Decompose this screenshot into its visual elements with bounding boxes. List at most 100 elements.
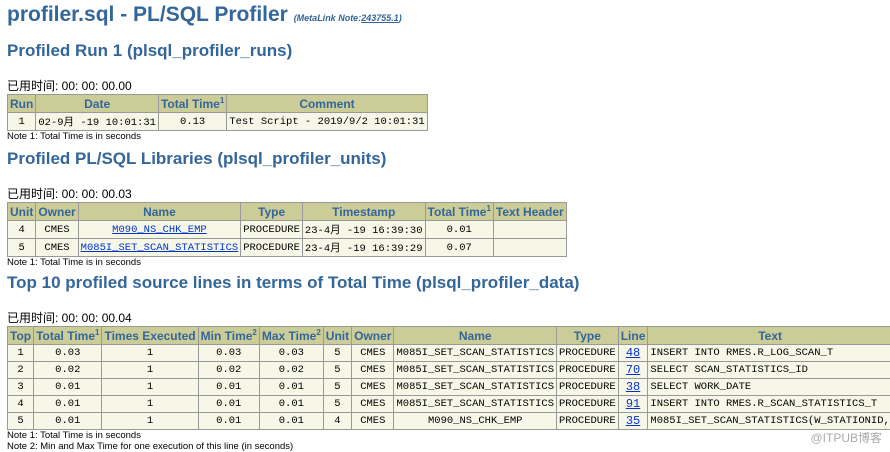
column-label: Max Time <box>261 329 317 343</box>
data-row: 1 02-9月 -19 10:01:31 0.13 Test Script - 201… <box>6 112 428 131</box>
cell: CMES <box>35 238 79 257</box>
cell-text: 1 <box>146 415 154 427</box>
footnote-ref: 2 <box>316 328 321 337</box>
cell: M085I_SET_SCAN_STATISTICS <box>393 361 557 379</box>
cell: CMES <box>351 378 395 396</box>
cell: 1 <box>101 378 199 396</box>
cell: 5 <box>6 238 37 257</box>
cell-link[interactable]: 38 <box>625 380 641 394</box>
data-row: 1 0.03 1 0.03 0.03 5 CMES M085I_SET_SCAN_STATIS… <box>6 344 890 362</box>
cell-text: 4 <box>18 223 25 236</box>
section: Profiled Run 1 (plsql_profiler_runs) 已用时间… <box>6 40 428 142</box>
cell: M085I_SET_SCAN_STATISTICS <box>393 344 557 362</box>
watermark: @ITPUB博客 <box>810 431 882 445</box>
data-row: 3 0.01 1 0.01 0.01 5 CMES M085I_SET_SCAN_STATIS… <box>6 378 890 396</box>
cell-link[interactable]: M090_NS_CHK_EMP <box>112 223 207 236</box>
cell: 0.01 <box>33 412 103 430</box>
cell-link[interactable]: M085I_SET_SCAN_STATISTICS <box>80 241 239 254</box>
cell: SELECT WORK_DATE <box>647 378 890 396</box>
cell-text: CMES <box>44 223 70 236</box>
cell-text: 0.07 <box>446 241 472 254</box>
cell: SELECT SCAN_STATISTICS_ID <box>647 361 890 379</box>
column-header: Times Executed <box>101 326 199 345</box>
cell-text: CMES <box>44 241 70 254</box>
cell-text: 0.01 <box>216 398 242 410</box>
data-table: Top Total Time 1 Times Executed Min Time 2 Max… <box>6 326 890 430</box>
cell-text: 1 <box>146 347 154 359</box>
cell-text: 1 <box>146 381 154 393</box>
cell: 38 <box>617 378 649 396</box>
cell: 0.01 <box>33 378 103 396</box>
cell: 5 <box>322 361 353 379</box>
data-row: 5 0.01 1 0.01 0.01 4 CMES M090_NS_CHK_EMP PROCED… <box>6 412 890 430</box>
cell-text: M085I_SET_SCAN_STATISTICS <box>396 381 554 393</box>
cell-link[interactable]: 48 <box>625 346 641 360</box>
cell-text: 0.01 <box>216 381 242 393</box>
cell-text: 5 <box>18 241 25 254</box>
cell-link[interactable]: 91 <box>625 397 641 411</box>
cell: PROCEDURE <box>556 412 619 430</box>
cell: 0.01 <box>258 395 324 413</box>
cell-text: CMES <box>360 398 386 410</box>
note-link[interactable]: 243755.1 <box>361 13 399 23</box>
cell: 1 <box>101 412 199 430</box>
cell: 1 <box>6 112 37 131</box>
cell-text: SELECT WORK_DATE <box>650 381 752 393</box>
cell: PROCEDURE <box>556 344 619 362</box>
cell-text: 5 <box>334 398 341 410</box>
cell-text: Test Script - 2019/9/2 10:01:31 <box>229 115 425 128</box>
cell: M085I_SET_SCAN_STATISTICS(W_STATIONID, <box>647 412 890 430</box>
cell: 0.03 <box>33 344 103 362</box>
cell: CMES <box>351 344 395 362</box>
column-header: Timestamp <box>301 202 426 221</box>
note-suffix: ) <box>398 13 402 23</box>
cell-text: 0.02 <box>216 364 242 376</box>
column-header: Top <box>6 326 35 345</box>
cell-text: 5 <box>17 415 24 427</box>
header-row: Top Total Time1 Times Executed Min Time2 Max… <box>6 326 890 345</box>
cell: 0.02 <box>258 361 324 379</box>
cell-text: 0.01 <box>55 398 81 410</box>
cell: 23-4月 -19 16:39:30 <box>301 220 426 239</box>
section: Top 10 profiled source lines in terms of… <box>6 272 890 452</box>
cell-text: 1 <box>17 347 24 359</box>
cell-text: CMES <box>360 364 386 376</box>
cell-text: 23-4月 -19 16:39:30 <box>304 225 423 237</box>
cell: 5 <box>6 412 35 430</box>
column-header: Name <box>77 202 242 221</box>
cell: 0.01 <box>33 395 103 413</box>
cell-text: 0.02 <box>55 364 81 376</box>
cell: M085I_SET_SCAN_STATISTICS <box>393 378 557 396</box>
cell: M090_NS_CHK_EMP <box>77 220 242 239</box>
column-label: Min Time <box>200 329 253 343</box>
column-label: Total Time <box>36 329 96 343</box>
cell: 0.03 <box>258 344 324 362</box>
cell: 5 <box>322 344 353 362</box>
cell: CMES <box>351 361 395 379</box>
column-header: Max Time2 <box>258 326 324 345</box>
elapsed-time: 已用时间: 00: 00: 00.03 <box>7 187 132 201</box>
cell-text: CMES <box>360 347 386 359</box>
cell-link[interactable]: 35 <box>625 414 641 428</box>
footnote-ref: 1 <box>219 96 225 105</box>
cell: 5 <box>322 378 353 396</box>
cell-text: M085I_SET_SCAN_STATISTICS <box>396 398 554 410</box>
cell: 0.01 <box>197 378 260 396</box>
column-header: Name <box>393 326 557 345</box>
section-heading: Profiled Run 1 (plsql_profiler_runs) <box>7 41 293 60</box>
cell-link[interactable]: 70 <box>625 363 641 377</box>
column-header: Date <box>35 94 159 113</box>
column-header: Owner <box>35 202 79 221</box>
cell-text: M085I_SET_SCAN_STATISTICS <box>396 364 554 376</box>
cell: INSERT INTO RMES.R_LOG_SCAN_T <box>647 344 890 362</box>
title: profiler.sql - PL/SQL Profiler <box>7 3 288 26</box>
cell-text: M085I_SET_SCAN_STATISTICS(W_STATIONID, <box>650 415 890 427</box>
cell-text: 0.01 <box>278 381 304 393</box>
cell: PROCEDURE <box>240 220 303 239</box>
column-header: Total Time1 <box>424 202 494 221</box>
cell-text: 4 <box>17 398 24 410</box>
cell: INSERT INTO RMES.R_SCAN_STATISTICS_T <box>647 395 890 413</box>
cell: 0.07 <box>424 238 494 257</box>
cell-text: 0.01 <box>55 415 81 427</box>
